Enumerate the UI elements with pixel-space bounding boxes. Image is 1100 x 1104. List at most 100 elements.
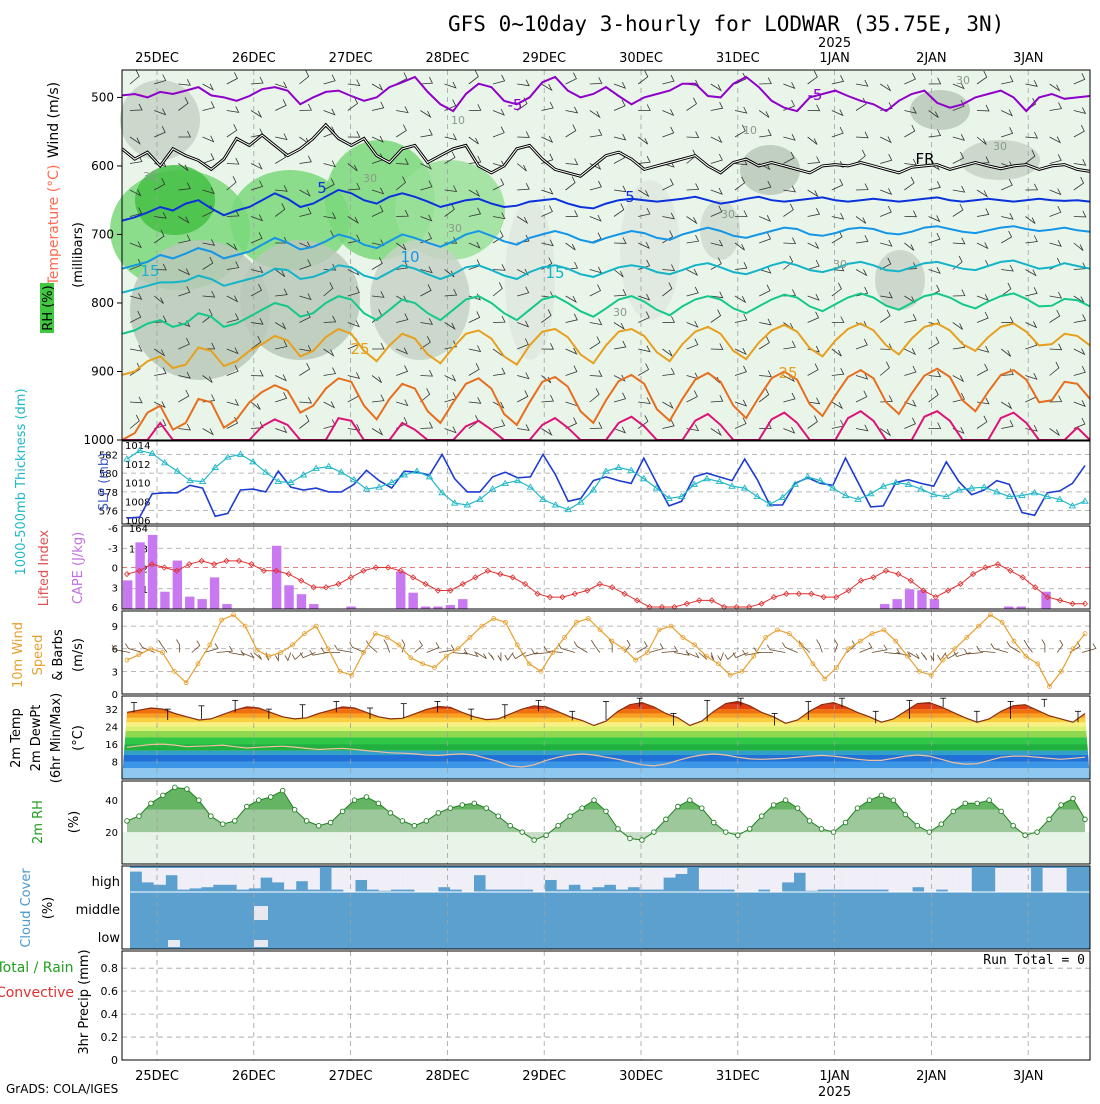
rh-point <box>914 822 921 829</box>
wind-speed-point <box>810 661 816 667</box>
wind-speed-point <box>503 619 508 625</box>
lifted-index-point <box>310 584 317 591</box>
wind-speed-point <box>443 653 449 659</box>
cape-bar <box>420 606 431 609</box>
thickness-point <box>665 494 673 501</box>
lifted-index-point <box>434 587 442 594</box>
wind-barb <box>1049 83 1061 92</box>
wind-barb <box>613 99 626 111</box>
rh-point <box>1046 816 1052 823</box>
thickness-point <box>892 478 900 485</box>
rh-shade-blob <box>875 250 925 310</box>
wind-barb <box>517 131 530 138</box>
rh-point <box>1034 829 1040 835</box>
wind-barb <box>349 642 366 653</box>
wind-speed-point <box>160 650 165 655</box>
lifted-index-point <box>845 587 852 594</box>
rh-point <box>699 805 705 811</box>
rh-point <box>375 800 382 807</box>
wind-barb <box>543 645 563 653</box>
high-cloud-gap <box>284 868 297 890</box>
thickness-point <box>728 482 736 489</box>
wind-speed-point <box>857 638 863 644</box>
thickness-point <box>501 479 509 486</box>
wind-speed-point <box>183 680 189 686</box>
wind-barb <box>444 374 457 382</box>
wind-barb <box>420 421 434 429</box>
wind-barb <box>323 282 334 297</box>
wind-barb <box>492 419 506 429</box>
wind-barb <box>734 242 745 251</box>
wind-barb <box>420 388 431 403</box>
wind-barb <box>275 426 288 434</box>
top-date-label: 28DEC <box>425 51 469 66</box>
wind-barb <box>531 648 551 655</box>
wind-barb <box>952 82 965 90</box>
slp-tick-label: 1006 <box>125 516 150 527</box>
temperature-band <box>122 768 1090 779</box>
wind-barb <box>129 259 142 270</box>
thickness-point <box>324 462 333 470</box>
high-cloud-gap <box>710 868 723 890</box>
wind-tick-label: 0 <box>112 690 118 701</box>
lifted-index-point <box>347 574 355 581</box>
thickness-point <box>148 449 157 456</box>
run-total-label: Run Total = 0 <box>983 953 1085 968</box>
wind-barb <box>250 162 263 170</box>
wind-barb <box>831 401 844 410</box>
wind-barb <box>928 129 942 138</box>
thickness-point <box>929 490 938 498</box>
rh-point <box>208 813 214 819</box>
wind-barb <box>686 97 698 111</box>
thickness-point <box>866 489 875 497</box>
wind-barb <box>202 187 215 195</box>
rh-point <box>160 792 166 799</box>
wind-barb <box>154 212 167 219</box>
ylabel-lifted-index: Lifted Index <box>37 529 52 606</box>
high-cloud-gap <box>532 868 546 892</box>
wind-speed-point <box>1011 638 1017 644</box>
thickness-point <box>413 467 421 474</box>
cloud-level-low: low <box>98 931 121 946</box>
wind-barb <box>347 372 361 379</box>
temperature-band <box>122 754 1090 762</box>
rh-point <box>555 822 561 829</box>
wind-barb <box>347 163 358 172</box>
lifted-index-point <box>148 561 155 568</box>
high-cloud-gap <box>852 868 866 890</box>
thickness-point <box>198 477 207 485</box>
wind-barb <box>129 414 140 429</box>
thickness-point <box>173 467 182 474</box>
wind-barb <box>274 203 286 217</box>
lifted-index-point <box>459 580 466 588</box>
wind-speed-point <box>727 672 733 678</box>
wind-barb <box>284 652 292 662</box>
wind-speed-point <box>337 668 343 674</box>
wind-speed-point <box>704 653 709 659</box>
wind-speed-point <box>408 655 414 661</box>
wind-speed-point <box>562 635 568 640</box>
wind-barb <box>807 293 820 301</box>
wind-barb <box>250 266 264 273</box>
wind-barb <box>831 230 843 244</box>
rh-contour-label: 10 <box>451 114 465 127</box>
wind-barb <box>492 230 504 244</box>
wind-barb <box>734 106 748 114</box>
wind-barb <box>299 259 312 270</box>
wind-barb <box>976 363 989 376</box>
wind-barb <box>1073 314 1087 323</box>
wind-speed-point <box>869 631 875 637</box>
wind-barb <box>323 74 336 85</box>
thickness-point <box>450 499 459 506</box>
wind-speed-point <box>171 668 177 674</box>
high-cloud-gap <box>734 868 747 892</box>
thickness-point <box>387 478 396 485</box>
wind-barb <box>565 242 576 251</box>
wind-speed-point <box>786 631 792 637</box>
wind-speed-point <box>1070 646 1076 652</box>
wind-barb <box>291 652 304 661</box>
wind-barb <box>371 394 385 403</box>
thickness-point <box>576 498 585 505</box>
lifted-index-point <box>484 567 491 574</box>
wind-speed-point <box>952 646 958 652</box>
